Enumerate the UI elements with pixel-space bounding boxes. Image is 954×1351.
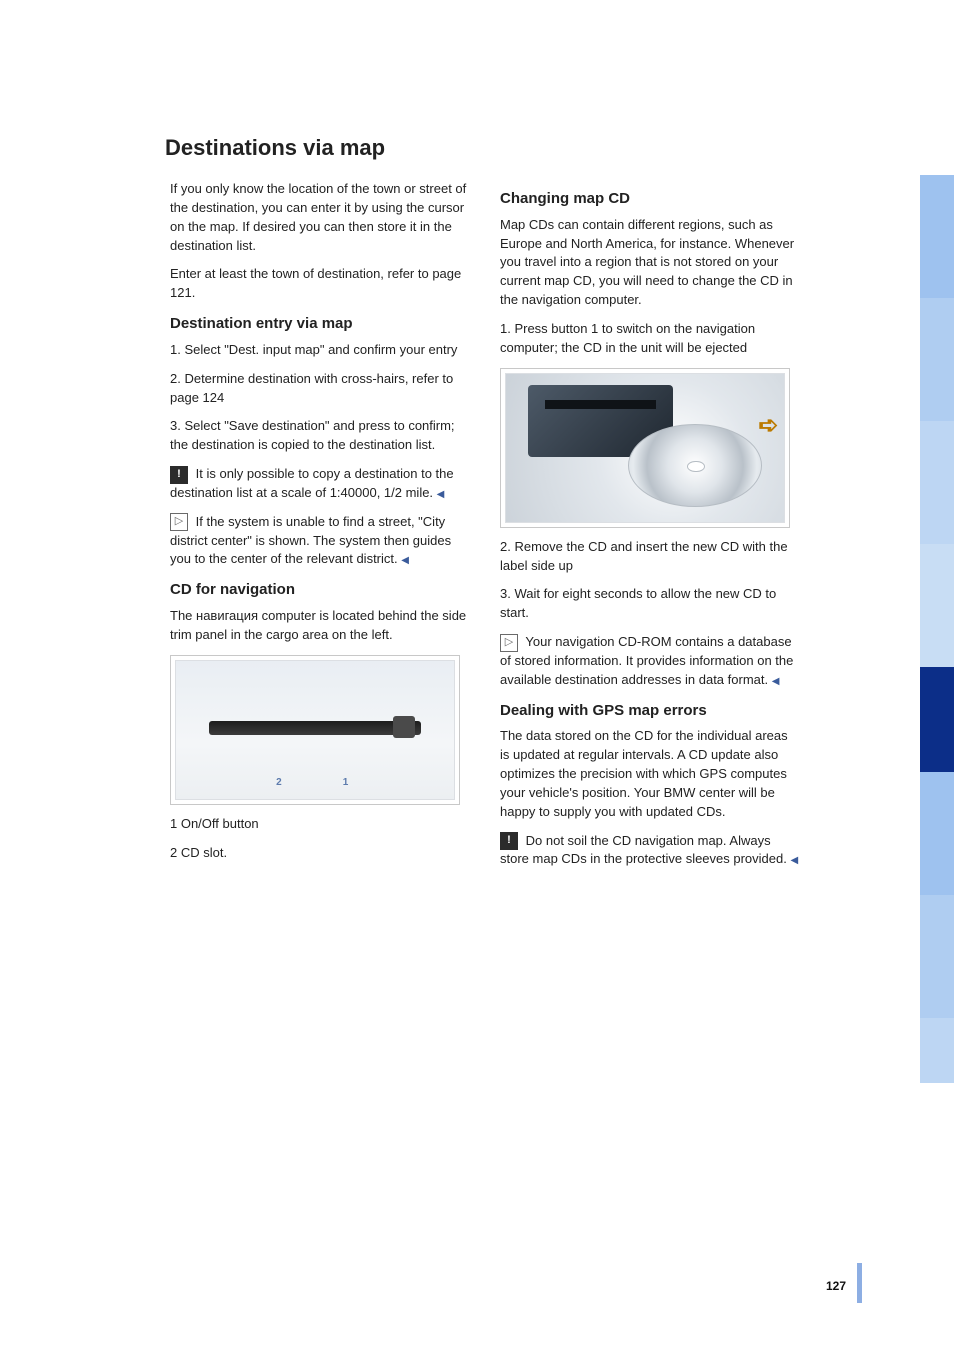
page-number: 127 [826,1279,846,1293]
note2-block: ▷ Your navigation CD-ROM contains a data… [500,633,800,690]
cd-heading: CD for navigation [170,579,470,601]
end-marker-icon: ◀ [772,676,780,687]
on-off-button-graphic [393,716,415,738]
note-block: ▷ If the system is unable to find a stre… [170,513,470,570]
callout-1: 1 [343,776,349,791]
disc-icon [628,424,761,507]
warning-icon: ! [500,832,518,850]
change-paragraph: Map CDs can contain different regions, s… [500,216,800,310]
page-number-bar [857,1263,862,1303]
dest-step2: 2. Determine destination with cross-hair… [170,370,470,408]
tab-7[interactable] [920,895,954,1018]
warning2-block: ! Do not soil the CD navigation map. Alw… [500,832,800,870]
cd-slot-graphic [209,721,420,735]
content-columns: If you only know the location of the tow… [170,180,894,879]
note-icon: ▷ [500,634,518,652]
callout-2: 2 [276,776,282,791]
dest-step1: 1. Select "Dest. input map" and confirm … [170,341,470,360]
warning2-text: Do not soil the CD navigation map. Alway… [500,833,787,867]
tab-4[interactable] [920,544,954,667]
change-step1: 1. Press button 1 to switch on the navig… [500,320,800,358]
gps-heading: Dealing with GPS map errors [500,700,800,722]
change-heading: Changing map CD [500,188,800,210]
eject-arrow-icon: ➪ [758,409,778,444]
end-marker-icon: ◀ [790,855,798,866]
warning-text: It is only possible to copy a destinatio… [170,466,454,500]
warning-icon: ! [170,466,188,484]
left-column: If you only know the location of the tow… [170,180,470,879]
gps-paragraph: The data stored on the CD for the indivi… [500,727,800,821]
page-root: Destinations via map If you only know th… [0,0,954,1351]
tab-3[interactable] [920,421,954,544]
end-marker-icon: ◀ [401,555,409,566]
tab-1[interactable] [920,175,954,298]
nav-computer-photo: ➪ [505,373,785,523]
note-icon: ▷ [170,513,188,531]
change-step2: 2. Remove the CD and insert the new CD w… [500,538,800,576]
side-tabs [920,175,954,1083]
right-column: Changing map CD Map CDs can contain diff… [500,180,800,879]
page-title: Destinations via map [165,135,385,161]
tab-5-active[interactable] [920,667,954,772]
dest-heading: Destination entry via map [170,313,470,335]
cd-slot-figure: 1 2 [170,655,460,805]
end-marker-icon: ◀ [437,489,445,500]
cd-paragraph: The навигация computer is located behind… [170,607,470,645]
intro-p2: Enter at least the town of destination, … [170,265,470,303]
tab-2[interactable] [920,298,954,421]
intro-p1: If you only know the location of the tow… [170,180,470,255]
tab-8[interactable] [920,1018,954,1083]
warning-block: ! It is only possible to copy a destinat… [170,465,470,503]
callout-text-2: 2 CD slot. [170,844,470,863]
cd-slot-photo: 1 2 [175,660,455,800]
dest-step3: 3. Select "Save destination" and press t… [170,417,470,455]
note2-text: Your navigation CD-ROM contains a databa… [500,634,793,687]
callout-text-1: 1 On/Off button [170,815,470,834]
change-step3: 3. Wait for eight seconds to allow the n… [500,585,800,623]
nav-slot-graphic [545,400,656,409]
nav-computer-figure: ➪ [500,368,790,528]
tab-6[interactable] [920,772,954,895]
